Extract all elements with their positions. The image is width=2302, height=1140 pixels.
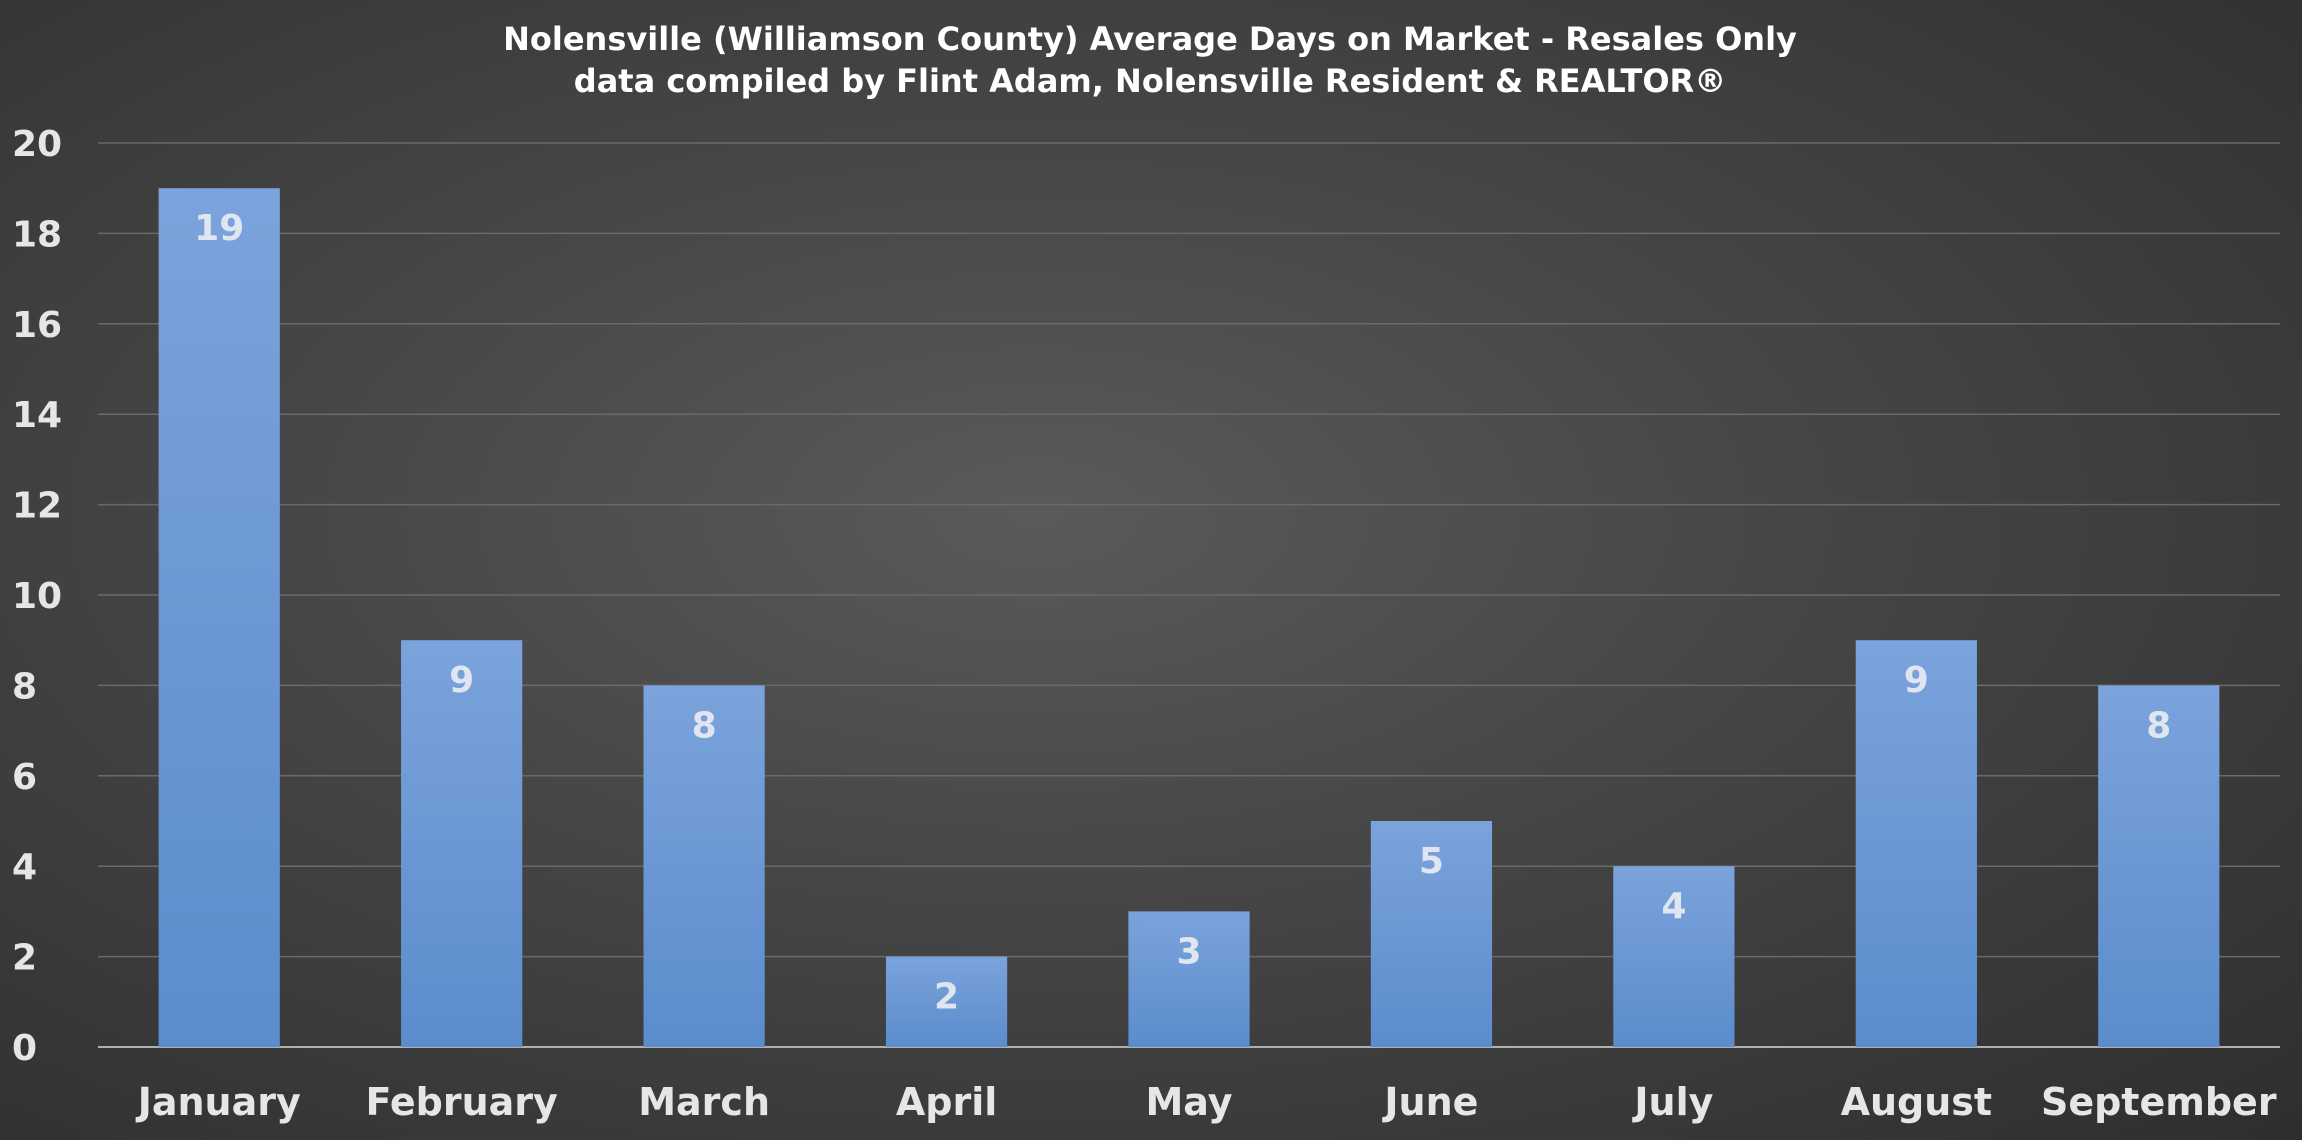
y-tick-label: 0	[12, 1028, 37, 1069]
bar	[1855, 640, 1977, 1047]
y-tick-label: 20	[12, 124, 62, 165]
data-label: 2	[934, 977, 959, 1018]
bars	[158, 188, 2220, 1047]
data-label: 9	[1904, 660, 1929, 701]
data-label: 8	[2146, 705, 2171, 746]
bar	[885, 956, 1008, 1047]
y-tick-label: 18	[12, 214, 62, 255]
x-tick-label: January	[135, 1080, 301, 1124]
bar	[2098, 685, 2220, 1047]
chart-subtitle: data compiled by Flint Adam, Nolensville…	[574, 62, 1726, 100]
data-labels: 19 9 8 2 3 5 4 9 8	[194, 208, 2171, 1017]
bar	[1370, 821, 1493, 1047]
x-axis: January February March April May June July Augu…	[135, 1080, 2277, 1124]
x-tick-label: February	[365, 1080, 558, 1124]
bar	[1128, 911, 1250, 1047]
bar	[1613, 866, 1735, 1047]
y-tick-label: 14	[12, 395, 62, 436]
data-label: 5	[1419, 841, 1444, 882]
y-tick-label: 10	[12, 576, 62, 617]
bar	[401, 640, 523, 1047]
data-label: 9	[449, 660, 474, 701]
chart-title: Nolensville (Williamson County) Average …	[503, 20, 1797, 58]
data-label: 4	[1661, 886, 1686, 927]
data-label: 19	[194, 208, 244, 249]
x-tick-label: April	[896, 1080, 997, 1124]
y-tick-label: 2	[12, 938, 37, 979]
x-tick-label: September	[2041, 1080, 2277, 1124]
y-tick-label: 12	[12, 486, 62, 527]
y-tick-label: 8	[12, 666, 37, 707]
y-tick-label: 4	[12, 847, 37, 888]
x-tick-label: May	[1145, 1080, 1232, 1124]
x-tick-label: August	[1841, 1080, 1993, 1124]
y-tick-label: 16	[12, 305, 62, 346]
x-tick-label: June	[1381, 1080, 1478, 1124]
y-tick-label: 6	[12, 757, 37, 798]
bar	[158, 188, 280, 1047]
x-tick-label: March	[638, 1080, 770, 1124]
bar	[643, 685, 765, 1047]
x-tick-label: July	[1631, 1080, 1713, 1124]
data-label: 8	[692, 705, 717, 746]
y-axis: 0 2 4 6 8 10 12 14 16 18 20	[12, 124, 62, 1069]
data-label: 3	[1176, 931, 1201, 972]
